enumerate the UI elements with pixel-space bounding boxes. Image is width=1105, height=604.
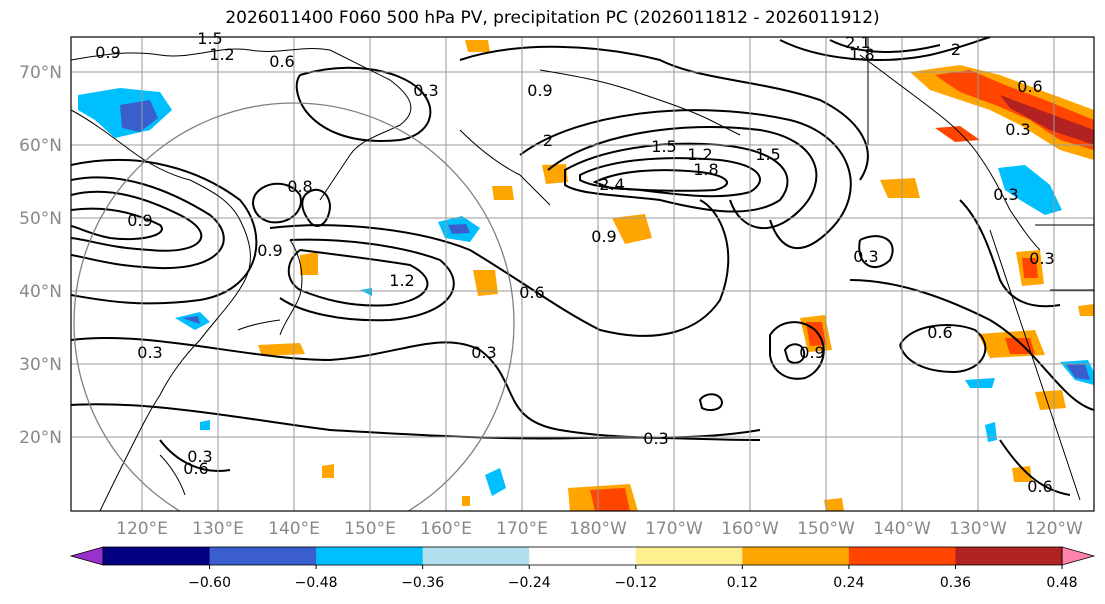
lat-label-layer: 70°N 60°N 50°N 40°N 30°N 20°N <box>19 63 62 448</box>
lon-label-layer: 120°E 130°E 140°E 150°E 160°E 170°E 180°W 170°W… <box>116 519 1083 539</box>
colorbar-tick-label: −0.12 <box>614 575 657 591</box>
colorbar-swatch <box>422 547 530 565</box>
lat-tick-label: 50°N <box>19 209 62 229</box>
contour-label: 2.1 <box>845 33 870 52</box>
plot-frame <box>70 36 1095 512</box>
plot-area <box>71 37 1094 511</box>
lon-tick-label: 180°W <box>569 519 627 539</box>
lat-tick-label: 30°N <box>19 355 62 375</box>
colorbar-swatch <box>103 547 211 565</box>
lon-tick-label: 130°W <box>949 519 1007 539</box>
colorbar-extend-high <box>1061 546 1096 566</box>
colorbar-swatch <box>529 547 637 565</box>
lon-tick-label: 170°E <box>496 519 548 539</box>
contour-label: 0.6 <box>1027 477 1052 496</box>
lon-tick-label: 140°W <box>873 519 931 539</box>
colorbar-swatch <box>635 547 743 565</box>
contour-label: 1.2 <box>687 145 712 164</box>
contour-label: 0.9 <box>799 343 824 362</box>
contour-label: 1.5 <box>197 29 222 48</box>
lat-tick-label: 40°N <box>19 282 62 302</box>
colorbar-tick-label: 0.12 <box>727 575 758 591</box>
graticule <box>71 37 1094 511</box>
lon-tick-label: 160°W <box>721 519 779 539</box>
colorbar: −0.60 −0.48 −0.36 −0.24 −0.12 0.12 0.24 0.36 0.4… <box>69 546 1096 591</box>
contour-label: 1.2 <box>389 271 414 290</box>
contour-label: 0.3 <box>187 447 212 466</box>
colorbar-swatch <box>742 547 850 565</box>
lat-tick-label: 70°N <box>19 63 62 83</box>
contour-label: 2 <box>951 40 961 59</box>
contour-label: 0.6 <box>183 459 208 478</box>
contour-label: 2 <box>543 131 553 150</box>
contour-label: 0.3 <box>853 247 878 266</box>
contour-label: 0.3 <box>643 429 668 448</box>
colorbar-tick-label: −0.60 <box>188 575 231 591</box>
contour-label: 0.6 <box>269 52 294 71</box>
lat-tick-label: 60°N <box>19 136 62 156</box>
colorbar-swatch <box>209 547 317 565</box>
contour-label: 0.9 <box>127 211 152 230</box>
lon-tick-label: 130°E <box>192 519 244 539</box>
colorbar-tick-label: 0.48 <box>1046 575 1077 591</box>
colorbar-extend-low <box>69 546 104 566</box>
colorbar-tick-label: 0.24 <box>833 575 864 591</box>
lon-tick-label: 170°W <box>645 519 703 539</box>
contour-label: 0.6 <box>519 283 544 302</box>
contour-label: 0.3 <box>137 343 162 362</box>
contour-label: 1.8 <box>849 45 874 64</box>
contour-label: 0.3 <box>1005 120 1030 139</box>
contour-label: 0.6 <box>927 323 952 342</box>
contour-label: 0.3 <box>993 185 1018 204</box>
contour-label: 1.8 <box>693 160 718 179</box>
contour-label: 0.9 <box>527 81 552 100</box>
colorbar-swatch <box>955 547 1063 565</box>
lon-tick-label: 150°E <box>344 519 396 539</box>
contour-label: 0.3 <box>413 81 438 100</box>
contour-label: 0.9 <box>95 43 120 62</box>
lon-tick-label: 120°W <box>1025 519 1083 539</box>
colorbar-swatch <box>316 547 424 565</box>
range-circle <box>73 102 515 511</box>
contour-label: 1.5 <box>651 137 676 156</box>
map-title: 2026011400 F060 500 hPa PV, precipitatio… <box>225 8 880 28</box>
colorbar-tick-label: −0.48 <box>295 575 338 591</box>
colorbar-tick-label: −0.24 <box>508 575 551 591</box>
contour-label: 2.4 <box>599 175 624 194</box>
lat-tick-label: 20°N <box>19 428 62 448</box>
contour-label: 0.6 <box>1017 77 1042 96</box>
lon-tick-label: 160°E <box>420 519 472 539</box>
colorbar-swatch <box>848 547 956 565</box>
lon-tick-label: 150°W <box>797 519 855 539</box>
lon-tick-label: 140°E <box>268 519 320 539</box>
contour-label: 0.3 <box>1029 249 1054 268</box>
colorbar-outline <box>102 546 1063 566</box>
lon-tick-label: 120°E <box>116 519 168 539</box>
colorbar-tick-label: 0.36 <box>940 575 971 591</box>
contour-label: 1.2 <box>209 45 234 64</box>
contour-label: 0.9 <box>257 241 282 260</box>
contour-label: 0.8 <box>287 177 312 196</box>
contour-label: 1.5 <box>755 145 780 164</box>
colorbar-tick-label: −0.36 <box>401 575 444 591</box>
contour-label: 0.9 <box>591 227 616 246</box>
contour-label: 0.3 <box>471 343 496 362</box>
contour-label-layer: 1.51.2 0.60.90.3 0.92.11.8 20.60.321.21.52.… <box>95 29 1054 496</box>
coastlines <box>71 37 1094 511</box>
